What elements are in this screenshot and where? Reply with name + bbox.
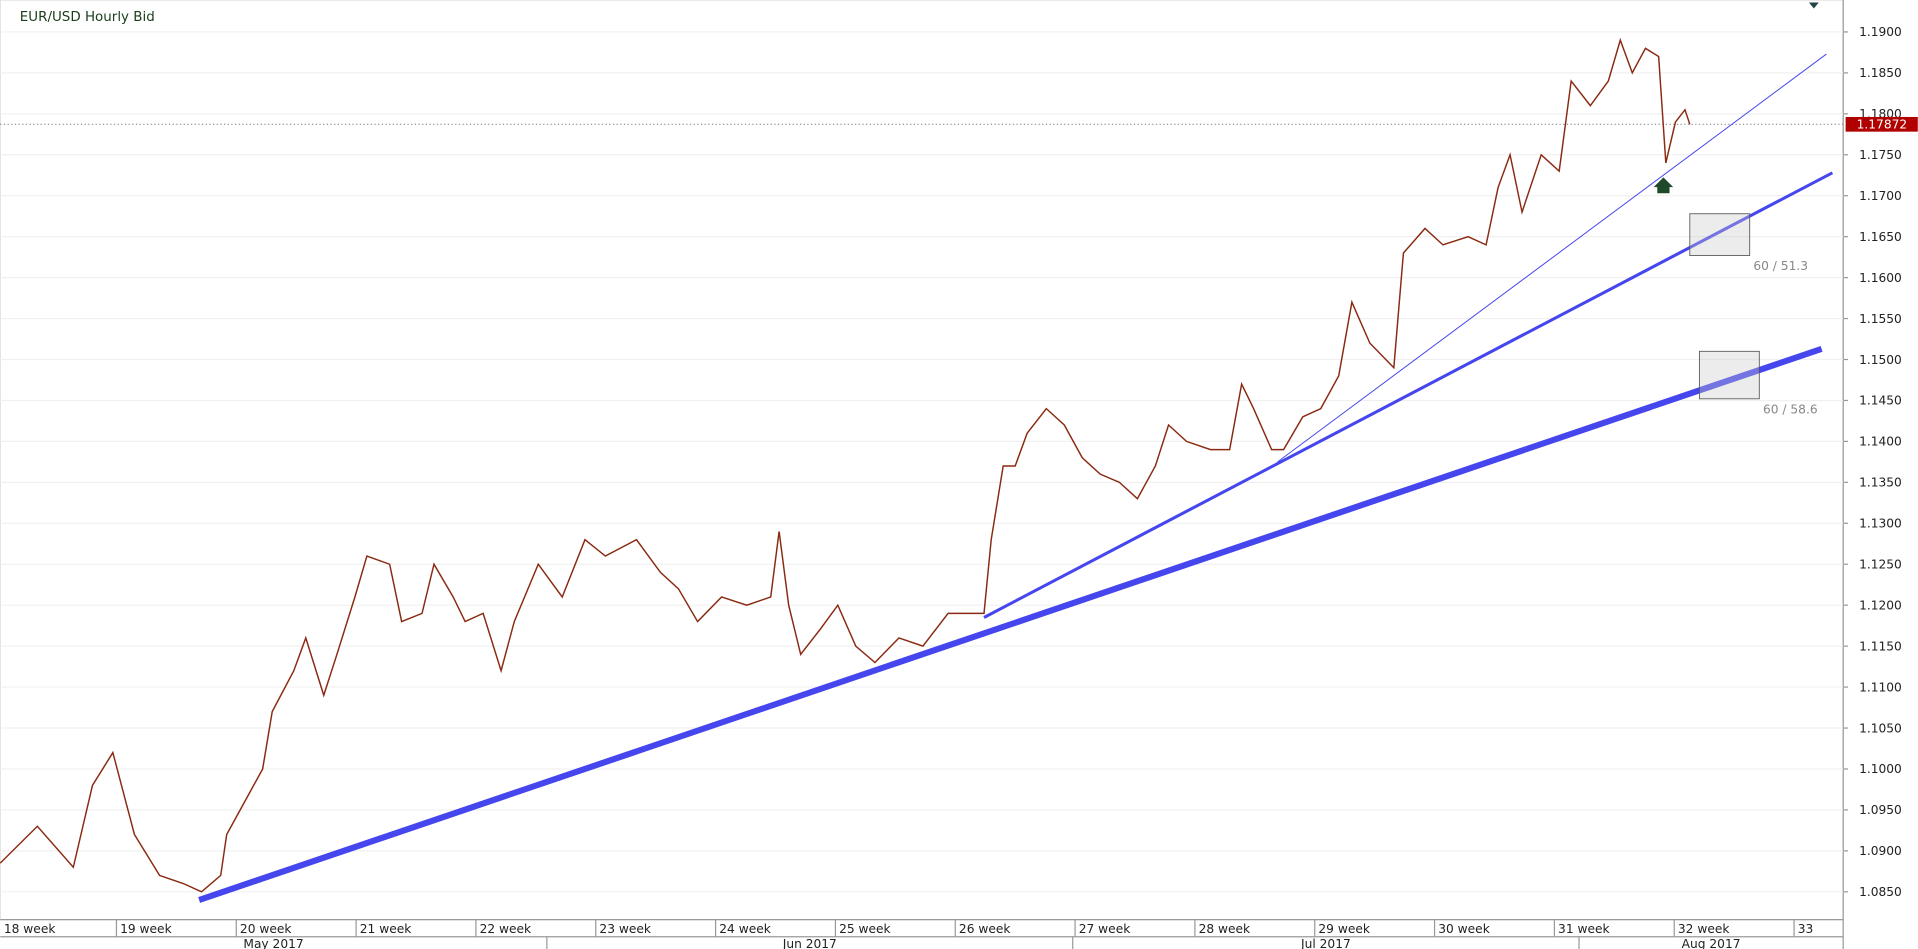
- x-tick-label: 24 week: [719, 922, 771, 936]
- zone-label: 60 / 58.6: [1763, 402, 1818, 416]
- y-tick-label: 1.1050: [1859, 721, 1902, 735]
- y-tick-label: 1.1450: [1859, 394, 1902, 408]
- x-tick-label: 25 week: [839, 922, 891, 936]
- y-tick-label: 1.1650: [1859, 230, 1902, 244]
- month-label: Jun 2017: [782, 937, 837, 949]
- y-tick-label: 1.1400: [1859, 435, 1902, 449]
- x-tick-label: 26 week: [959, 922, 1011, 936]
- x-tick-label: 22 week: [480, 922, 532, 936]
- zone-box: [1689, 213, 1751, 256]
- y-tick-label: 1.1750: [1859, 148, 1902, 162]
- y-tick-label: 1.1700: [1859, 189, 1902, 203]
- y-tick-label: 1.1150: [1859, 639, 1902, 653]
- y-tick-label: 1.1600: [1859, 271, 1902, 285]
- y-tick-label: 1.1250: [1859, 558, 1902, 572]
- trendline: [983, 171, 1834, 619]
- menu-arrow[interactable]: [1808, 2, 1819, 9]
- y-tick-label: 1.1000: [1859, 762, 1902, 776]
- y-tick-label: 1.1100: [1859, 680, 1902, 694]
- last-price-label: 1.17872: [1857, 118, 1908, 132]
- month-label: Jul 2017: [1300, 937, 1351, 949]
- x-tick-label: 31 week: [1558, 922, 1610, 936]
- y-tick-label: 1.1500: [1859, 353, 1902, 367]
- y-tick-label: 1.0850: [1859, 885, 1902, 899]
- signal-arrow: [1653, 177, 1674, 194]
- y-tick-label: 1.0950: [1859, 803, 1902, 817]
- trendline: [198, 345, 1823, 903]
- x-tick-label: 32 week: [1678, 922, 1730, 936]
- x-tick-label: 29 week: [1318, 922, 1370, 936]
- plot-area: [0, 0, 1844, 921]
- chart-title: EUR/USD Hourly Bid: [20, 10, 155, 25]
- x-tick-label: 33: [1798, 922, 1814, 936]
- zone-label: 60 / 51.3: [1753, 259, 1808, 273]
- y-tick-label: 1.1200: [1859, 598, 1902, 612]
- y-tick-label: 1.1300: [1859, 517, 1902, 531]
- x-tick-label: 23 week: [599, 922, 651, 936]
- x-tick-label: 28 week: [1199, 922, 1251, 936]
- y-tick-label: 1.1900: [1859, 25, 1902, 39]
- price-line: [0, 37, 1691, 893]
- trendline: [1277, 53, 1827, 463]
- x-tick-label: 21 week: [360, 922, 412, 936]
- y-tick-label: 1.1350: [1859, 476, 1902, 490]
- x-tick-label: 20 week: [240, 922, 292, 936]
- last-price-box: [1845, 116, 1918, 132]
- y-tick-label: 1.0900: [1859, 844, 1902, 858]
- x-tick-label: 30 week: [1438, 922, 1490, 936]
- month-label: May 2017: [243, 937, 303, 949]
- x-tick-label: 18 week: [4, 922, 56, 936]
- y-tick-label: 1.1850: [1859, 66, 1902, 80]
- x-tick-label: 27 week: [1079, 922, 1131, 936]
- zone-box: [1698, 350, 1760, 400]
- x-tick-label: 19 week: [120, 922, 172, 936]
- month-label: Aug 2017: [1682, 937, 1741, 949]
- y-tick-label: 1.1550: [1859, 312, 1902, 326]
